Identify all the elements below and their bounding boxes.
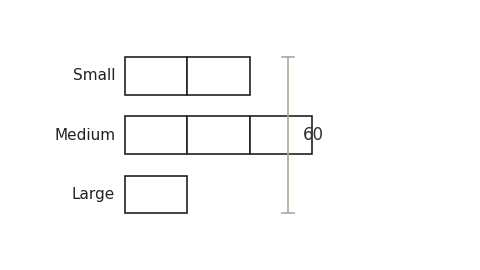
Text: 60: 60: [302, 126, 324, 144]
Bar: [125, 116, 187, 154]
Text: Medium: Medium: [54, 127, 115, 143]
Bar: [125, 176, 187, 213]
Bar: [125, 57, 187, 94]
Text: Small: Small: [72, 68, 115, 83]
Text: Large: Large: [72, 187, 115, 202]
Bar: [187, 57, 250, 94]
Bar: [250, 116, 312, 154]
Bar: [187, 116, 250, 154]
